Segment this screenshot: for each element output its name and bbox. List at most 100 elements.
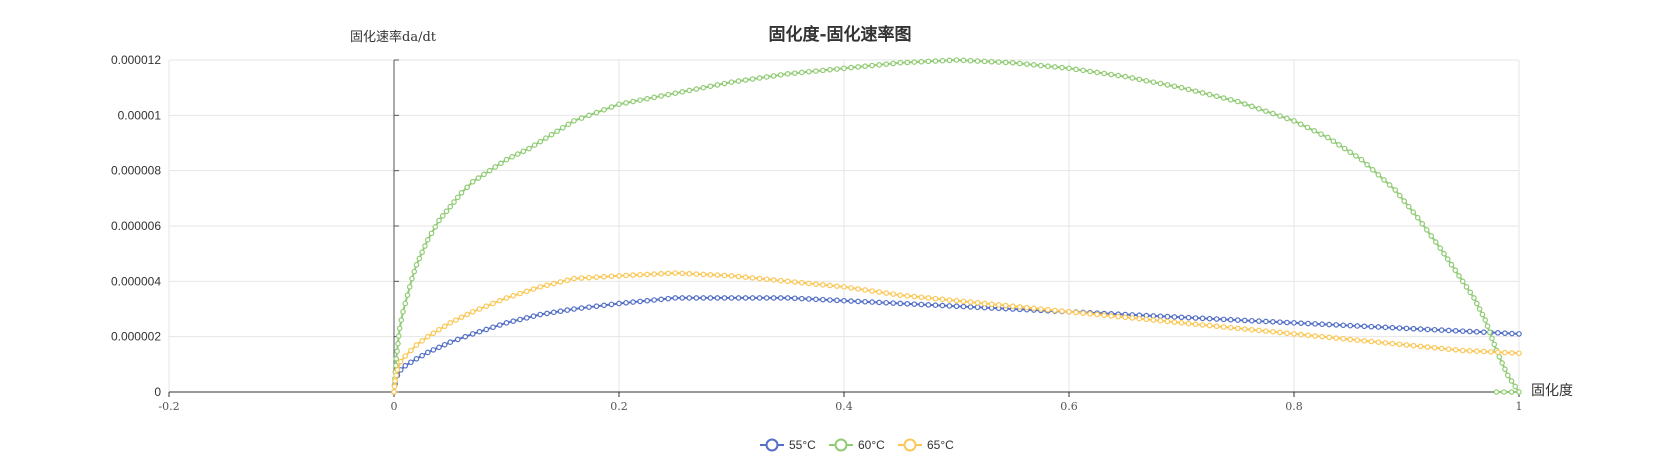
data-point[interactable] (393, 355, 400, 362)
data-point[interactable] (424, 237, 431, 243)
data-point[interactable] (791, 295, 798, 302)
data-point[interactable] (1256, 105, 1262, 112)
data-point[interactable] (616, 101, 622, 108)
data-point[interactable] (763, 295, 770, 301)
data-point[interactable] (1206, 315, 1213, 322)
data-point[interactable] (714, 272, 721, 278)
data-point[interactable] (1488, 349, 1494, 355)
data-point[interactable] (1508, 389, 1515, 395)
data-point[interactable] (672, 90, 679, 97)
data-point[interactable] (1319, 333, 1325, 340)
data-point[interactable] (586, 112, 592, 119)
data-point[interactable] (672, 295, 679, 301)
data-point[interactable] (458, 190, 465, 196)
data-point[interactable] (1298, 320, 1304, 326)
data-point[interactable] (1157, 80, 1164, 87)
data-point[interactable] (1324, 134, 1331, 141)
data-point[interactable] (1101, 70, 1107, 77)
data-point[interactable] (464, 311, 470, 318)
data-point[interactable] (464, 184, 470, 191)
data-point[interactable] (1291, 118, 1297, 124)
data-point[interactable] (394, 348, 400, 354)
data-point[interactable] (1234, 98, 1241, 105)
data-point[interactable] (707, 271, 714, 278)
data-point[interactable] (1129, 75, 1136, 81)
data-point[interactable] (441, 341, 448, 348)
data-point[interactable] (1319, 321, 1325, 328)
data-point[interactable] (608, 273, 615, 280)
data-point[interactable] (1410, 342, 1417, 349)
data-point[interactable] (890, 291, 897, 297)
data-point[interactable] (1424, 326, 1431, 333)
data-point[interactable] (1066, 65, 1072, 72)
data-point[interactable] (721, 272, 728, 279)
data-point[interactable] (1471, 295, 1477, 301)
data-point[interactable] (1157, 313, 1164, 320)
data-point[interactable] (1326, 334, 1332, 341)
data-point[interactable] (665, 91, 672, 98)
data-point[interactable] (578, 275, 585, 281)
data-point[interactable] (537, 138, 544, 145)
data-point[interactable] (395, 340, 401, 347)
data-point[interactable] (483, 303, 490, 310)
data-point[interactable] (1452, 327, 1459, 334)
data-point[interactable] (1164, 82, 1171, 88)
data-point[interactable] (537, 311, 544, 318)
data-point[interactable] (419, 249, 425, 256)
data-point[interactable] (1094, 69, 1100, 76)
data-point[interactable] (1431, 326, 1438, 333)
data-point[interactable] (876, 289, 882, 295)
data-point[interactable] (974, 304, 981, 311)
data-point[interactable] (498, 160, 504, 167)
data-point[interactable] (890, 300, 897, 306)
data-point[interactable] (392, 378, 398, 384)
data-point[interactable] (483, 326, 490, 333)
data-point[interactable] (644, 271, 650, 278)
data-point[interactable] (1508, 378, 1515, 384)
data-point[interactable] (686, 87, 693, 94)
data-point[interactable] (1375, 324, 1382, 330)
data-point[interactable] (1448, 261, 1455, 268)
data-point[interactable] (827, 297, 833, 303)
data-point[interactable] (523, 288, 530, 295)
data-point[interactable] (869, 299, 875, 305)
data-point[interactable] (1456, 272, 1462, 279)
data-point[interactable] (1479, 311, 1486, 318)
data-point[interactable] (490, 324, 496, 331)
data-point[interactable] (1087, 68, 1093, 75)
data-point[interactable] (784, 71, 791, 77)
data-point[interactable] (974, 58, 981, 64)
data-point[interactable] (1381, 177, 1387, 183)
data-point[interactable] (1504, 372, 1511, 379)
data-point[interactable] (1481, 348, 1487, 355)
data-point[interactable] (1392, 187, 1399, 193)
data-point[interactable] (430, 330, 437, 337)
data-point[interactable] (967, 304, 974, 310)
data-point[interactable] (1432, 239, 1439, 245)
data-point[interactable] (1467, 289, 1474, 296)
data-point[interactable] (1016, 60, 1023, 67)
data-point[interactable] (1312, 321, 1318, 327)
data-point[interactable] (735, 78, 742, 84)
data-point[interactable] (1401, 198, 1408, 204)
data-point[interactable] (623, 299, 629, 306)
data-point[interactable] (1438, 345, 1445, 352)
data-point[interactable] (658, 270, 664, 277)
data-point[interactable] (1481, 329, 1487, 335)
data-point[interactable] (1227, 316, 1234, 323)
data-point[interactable] (1405, 203, 1412, 210)
data-point[interactable] (777, 277, 784, 284)
data-point[interactable] (630, 299, 636, 305)
data-point[interactable] (1171, 319, 1178, 325)
data-point[interactable] (862, 63, 868, 70)
data-point[interactable] (1452, 347, 1459, 353)
data-point[interactable] (1073, 309, 1079, 316)
data-point[interactable] (763, 74, 770, 80)
data-point[interactable] (397, 358, 404, 365)
data-point[interactable] (447, 339, 454, 346)
data-point[interactable] (400, 308, 406, 315)
data-point[interactable] (953, 57, 960, 63)
data-point[interactable] (1330, 138, 1337, 144)
data-point[interactable] (1002, 302, 1009, 309)
data-point[interactable] (820, 296, 826, 303)
